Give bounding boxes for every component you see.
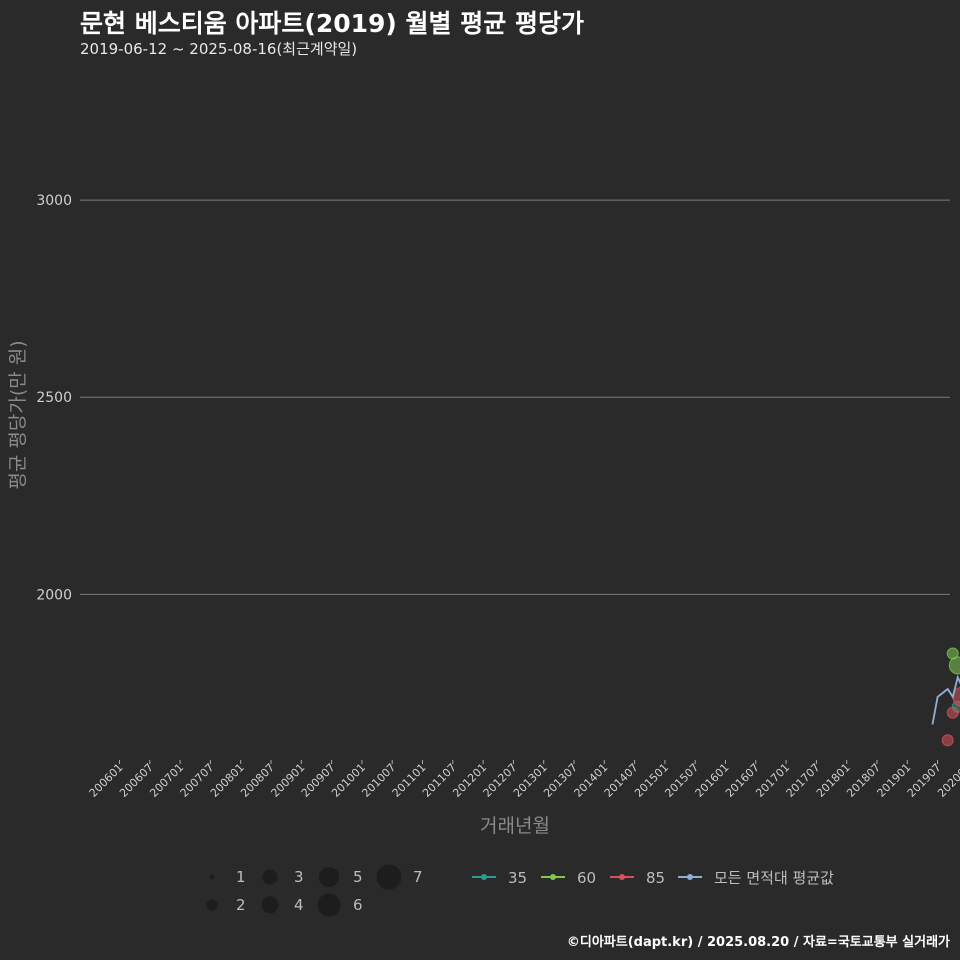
legend-label: 60 xyxy=(577,869,596,887)
size-legend-label: 7 xyxy=(413,868,423,886)
y-axis-label: 평균 평당가(만 원) xyxy=(7,340,29,489)
series-85-point xyxy=(946,706,959,719)
size-legend-circle xyxy=(206,899,218,911)
size-legend-label: 1 xyxy=(236,868,246,886)
y-tick-labels: 2000 2500 3000 xyxy=(36,193,72,603)
size-legend-label: 2 xyxy=(236,896,246,914)
legend-marker xyxy=(687,874,693,880)
size-legend-label: 6 xyxy=(353,896,363,914)
legend-marker xyxy=(481,874,487,880)
size-legend-circle xyxy=(317,893,341,917)
grid-lines xyxy=(80,199,950,595)
y-tick-label: 2000 xyxy=(36,587,72,603)
size-legend-circle xyxy=(319,867,339,887)
size-legend-label: 3 xyxy=(294,868,304,886)
legend-marker xyxy=(619,874,625,880)
legend-marker xyxy=(550,874,556,880)
credit-text: ©디아파트(dapt.kr) / 2025.08.20 / 자료=국토교통부 실… xyxy=(566,935,950,950)
series-legend: 35 60 85 모든 면적대 평균값 xyxy=(472,869,834,887)
series-85-point xyxy=(941,734,954,747)
size-legend-label: 4 xyxy=(294,896,304,914)
size-legend-circle xyxy=(209,874,215,880)
size-legend-label: 5 xyxy=(353,868,363,886)
legend-label: 35 xyxy=(508,869,527,887)
size-legend-circle xyxy=(261,896,279,914)
series-60-point xyxy=(948,656,960,675)
legend-label: 85 xyxy=(646,869,665,887)
scatter-points xyxy=(941,647,960,747)
x-axis-label: 거래년월 xyxy=(480,815,550,837)
chart-title: 문현 베스티움 아파트(2019) 월별 평균 평당가 xyxy=(80,9,584,38)
x-tick-labels: 2006012006072007012007072008012008072009… xyxy=(87,760,960,800)
size-legend: 1 2 3 4 5 6 7 xyxy=(206,864,423,917)
size-legend-circle xyxy=(262,869,278,885)
legend-label: 모든 면적대 평균값 xyxy=(714,869,834,887)
y-tick-label: 3000 xyxy=(36,193,72,209)
chart-subtitle: 2019-06-12 ~ 2025-08-16(최근계약일) xyxy=(80,40,358,58)
size-legend-circle xyxy=(376,864,402,890)
y-tick-label: 2500 xyxy=(36,390,72,406)
